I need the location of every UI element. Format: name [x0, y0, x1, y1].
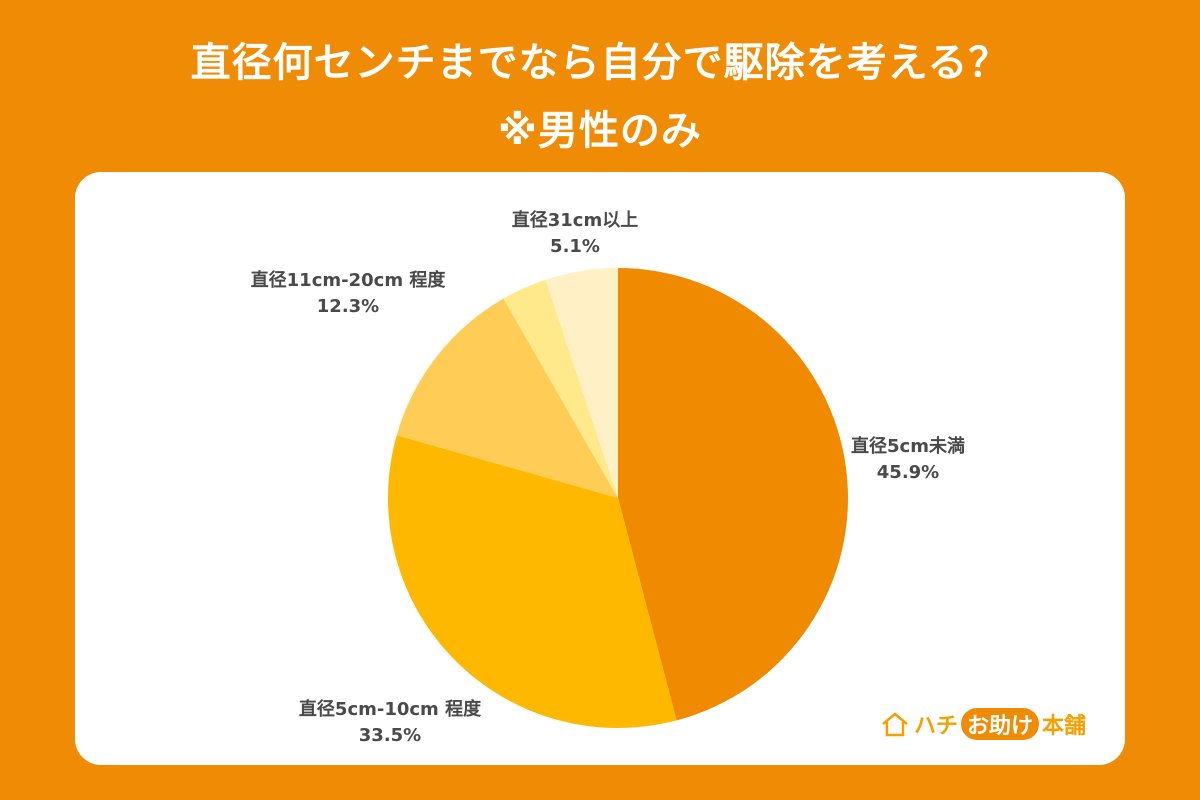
slice-value: 12.3% — [316, 296, 380, 317]
logo-text: 本舗 — [1042, 714, 1087, 739]
pie-slice-1 — [388, 435, 677, 728]
slice-label-text: 直径11cm-20cm 程度 — [250, 270, 446, 291]
house-icon — [882, 712, 908, 737]
pie-slice-0 — [618, 268, 849, 721]
slice-label-text: 直径5cm未満 — [851, 436, 965, 457]
pie-slice-2 — [396, 298, 618, 498]
chart-subtitle: ※男性のみ — [498, 108, 702, 154]
brand-logo: ハチ お助け 本舗 — [880, 708, 1086, 740]
slice-label-2: 直径11cm-20cm 程度 12.3% — [251, 268, 446, 320]
pie-slice-4 — [545, 268, 618, 498]
slice-value: 33.5% — [358, 725, 422, 746]
slice-label-text: 直径31cm以上 — [511, 210, 639, 231]
logo-text: お助け — [961, 708, 1040, 740]
slice-label-1: 直径5cm-10cm 程度 33.5% — [299, 697, 481, 749]
slice-value: 5.1% — [550, 236, 600, 257]
slice-label-text: 直径5cm-10cm 程度 — [298, 699, 482, 720]
slice-label-4: 直径31cm以上 5.1% — [512, 208, 638, 260]
pie-slice-3 — [503, 279, 618, 498]
slice-value: 45.9% — [876, 462, 940, 483]
chart-title: 直径何センチまでなら自分で駆除を考える？ — [190, 40, 1010, 86]
logo-text: ハチ — [914, 714, 959, 739]
slice-label-0: 直径5cm未満 45.9% — [851, 434, 965, 486]
